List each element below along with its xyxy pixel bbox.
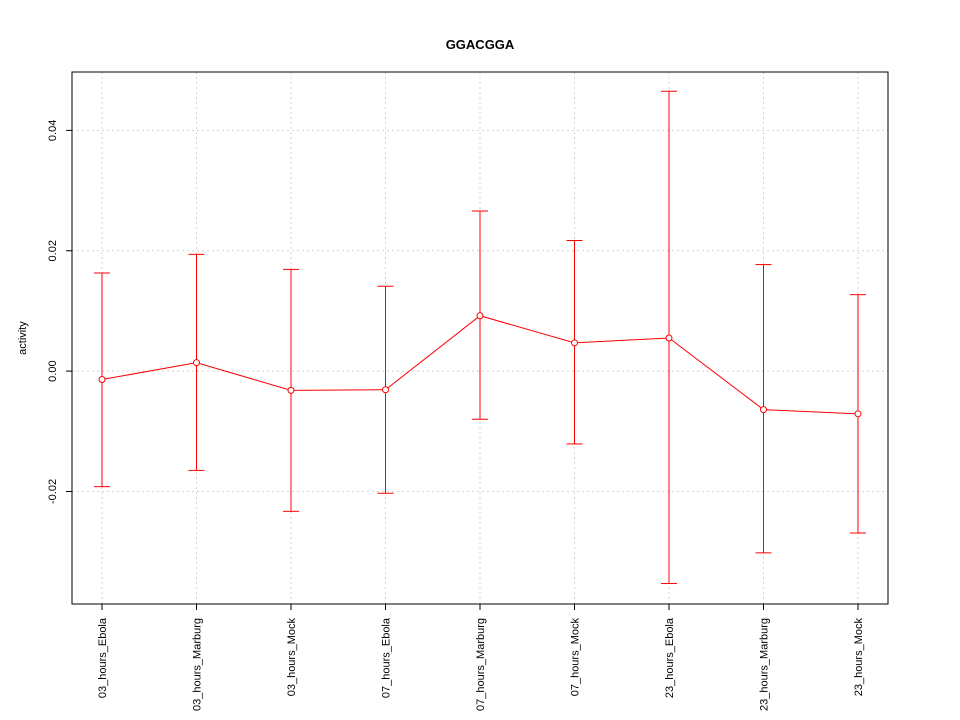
point-layer — [98, 312, 862, 418]
x-tick-label: 23_hours_Mock — [853, 618, 865, 697]
data-point — [98, 376, 106, 384]
y-tick-label: -0.02 — [47, 479, 59, 504]
x-tick-label: 23_hours_Ebola — [664, 617, 676, 698]
x-tick-label: 07_hours_Ebola — [381, 617, 393, 698]
data-point — [287, 386, 295, 394]
data-point — [382, 386, 389, 394]
y-tick-label: 0.02 — [47, 240, 59, 261]
data-point — [665, 334, 673, 342]
y-tick-label: 0.04 — [47, 120, 59, 141]
y-axis-label: activity — [17, 321, 29, 355]
y-tick-label: 0.00 — [47, 360, 59, 381]
data-point — [571, 339, 578, 347]
data-point — [193, 359, 200, 367]
x-tick-label: 03_hours_Marburg — [192, 618, 204, 711]
axis-layer: -0.02 0.00 0.02 0.04 03_hours_Ebola 03_hours_… — [47, 71, 889, 711]
data-point — [476, 312, 484, 320]
x-tick-label: 03_hours_Mock — [286, 618, 298, 697]
data-point — [760, 406, 767, 414]
errorbar-layer — [94, 90, 866, 585]
x-tick-label: 23_hours_Marburg — [759, 618, 771, 711]
x-tick-label: 03_hours_Ebola — [97, 617, 109, 698]
x-tick-label: 07_hours_Mock — [570, 618, 582, 697]
x-tick-label: 07_hours_Marburg — [475, 618, 487, 711]
chart-title: GGACGGA — [446, 37, 515, 52]
data-point — [854, 410, 862, 418]
